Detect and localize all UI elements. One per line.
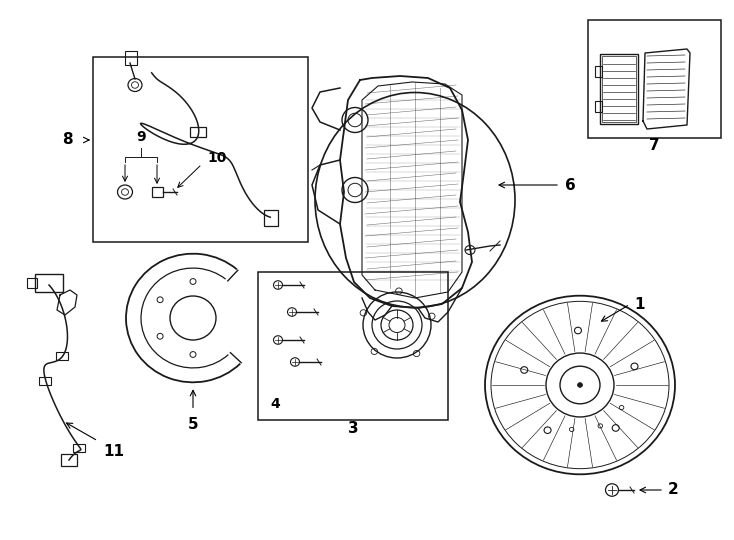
Text: 1: 1 (634, 297, 644, 312)
Bar (27, 278, 37, 288)
Bar (61, 454, 77, 466)
Bar (258, 272, 448, 420)
Bar (39, 377, 51, 385)
Text: 4: 4 (270, 397, 280, 411)
Bar (93, 57, 308, 242)
Text: 6: 6 (565, 178, 575, 192)
Text: 7: 7 (649, 138, 659, 153)
Text: 5: 5 (188, 417, 198, 433)
Text: 2: 2 (668, 483, 679, 497)
Text: 10: 10 (207, 151, 226, 165)
Bar (588, 20, 721, 138)
Bar (35, 274, 63, 292)
Bar (600, 54, 638, 124)
Bar (595, 101, 602, 112)
Text: 11: 11 (103, 444, 124, 459)
Bar (73, 444, 85, 452)
Bar (152, 187, 163, 197)
Bar (190, 127, 206, 137)
Text: 8: 8 (62, 132, 73, 147)
Bar (602, 56, 636, 122)
Ellipse shape (578, 383, 583, 387)
Bar (264, 210, 278, 226)
Text: 9: 9 (137, 130, 146, 144)
Bar (56, 352, 68, 360)
Bar (595, 66, 602, 77)
Text: 3: 3 (348, 421, 358, 436)
Bar (125, 51, 137, 65)
